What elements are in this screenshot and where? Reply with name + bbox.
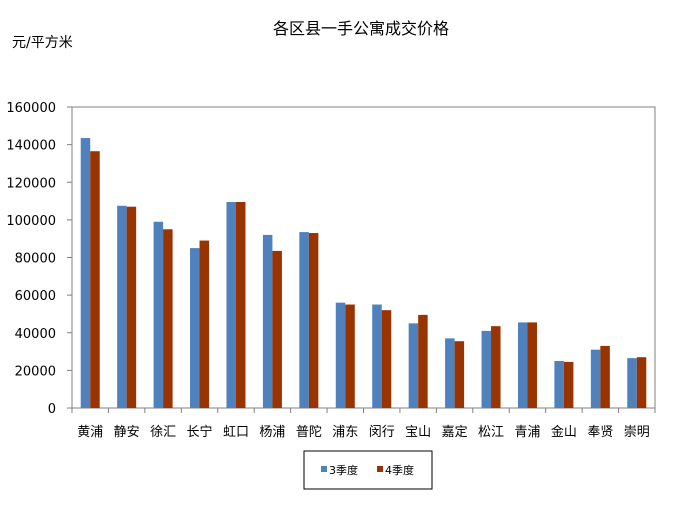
bar-series-2 xyxy=(454,341,465,408)
x-tick-label: 嘉定 xyxy=(442,425,468,440)
bar-series-1 xyxy=(445,338,455,408)
bar-series-1 xyxy=(481,330,492,408)
legend-label-series-2: 4季度 xyxy=(385,463,414,477)
bar-series-1 xyxy=(554,360,564,408)
x-tick-label: 松江 xyxy=(478,425,504,440)
chart-title: 各区县一手公寓成交价格 xyxy=(273,19,449,38)
bar-series-2 xyxy=(563,361,574,408)
bar-series-1 xyxy=(335,302,346,408)
legend-swatch-series-1 xyxy=(321,466,327,472)
y-tick-label: 100000 xyxy=(6,214,56,229)
bar-series-2 xyxy=(381,310,392,408)
bar-series-1 xyxy=(408,323,419,408)
y-tick-label: 20000 xyxy=(15,364,56,379)
bar-series-1 xyxy=(372,304,382,408)
x-tick-labels: 黄浦 静安 徐汇 长宁 虹口 杨浦 普陀 浦东 闵行 宝山 嘉定 松江 青浦 金山 奉贤 崇明 xyxy=(77,424,650,440)
x-axis xyxy=(71,408,656,413)
y-tick-label: 0 xyxy=(48,402,56,417)
x-tick-label: 闵行 xyxy=(369,425,395,440)
y-axis: 0 20000 40000 60000 80000 100000 120000 140000 1… xyxy=(6,101,72,417)
legend: 3季度 4季度 xyxy=(303,450,433,490)
x-tick-label: 静安 xyxy=(114,425,140,440)
x-tick-label: 宝山 xyxy=(405,425,431,440)
legend-box xyxy=(303,450,433,490)
legend-swatch-series-2 xyxy=(377,466,383,472)
bar-series-1 xyxy=(262,234,273,408)
bar-series-1 xyxy=(627,358,637,408)
y-tick-label: 140000 xyxy=(6,139,56,154)
bar-series-2 xyxy=(199,240,210,408)
bar-series-2 xyxy=(308,233,319,408)
x-tick-label: 崇明 xyxy=(624,425,650,440)
bar-series-1 xyxy=(117,205,127,408)
bar-series-2 xyxy=(126,206,137,408)
x-tick-label: 普陀 xyxy=(296,424,322,440)
x-tick-label: 奉贤 xyxy=(587,425,613,440)
bar-series-2 xyxy=(163,229,173,408)
bar-series-1 xyxy=(299,232,309,408)
bar-series-2 xyxy=(90,151,100,408)
bar-series-2 xyxy=(235,202,246,408)
x-tick-label: 黄浦 xyxy=(77,425,103,440)
bar-series-1 xyxy=(190,248,200,408)
bar-series-2 xyxy=(527,322,537,408)
x-tick-label: 虹口 xyxy=(223,425,249,440)
y-axis-unit-label: 元/平方米 xyxy=(12,35,73,51)
bar-series-1 xyxy=(226,202,236,408)
y-tick-label: 40000 xyxy=(15,327,56,342)
bar-series-1 xyxy=(590,349,601,408)
y-tick-label: 60000 xyxy=(15,289,56,304)
x-tick-label: 徐汇 xyxy=(150,425,176,440)
bar-series-2 xyxy=(345,304,355,408)
x-tick-label: 浦东 xyxy=(332,425,358,440)
x-tick-label: 长宁 xyxy=(187,424,213,440)
x-tick-label: 金山 xyxy=(551,424,577,440)
y-tick-label: 80000 xyxy=(15,252,56,267)
bars xyxy=(80,138,647,408)
bar-series-2 xyxy=(491,326,501,408)
bar-series-1 xyxy=(517,322,528,408)
y-tick-label: 120000 xyxy=(6,176,56,191)
y-tick-label: 160000 xyxy=(6,101,56,116)
bar-series-2 xyxy=(272,250,282,408)
bar-series-2 xyxy=(600,345,610,408)
bar-series-1 xyxy=(80,138,91,408)
bar-series-1 xyxy=(153,221,164,408)
bar-series-2 xyxy=(636,357,647,408)
x-tick-label: 杨浦 xyxy=(259,425,285,440)
x-tick-label: 青浦 xyxy=(514,425,540,440)
bar-series-2 xyxy=(418,314,428,408)
legend-label-series-1: 3季度 xyxy=(329,463,358,477)
